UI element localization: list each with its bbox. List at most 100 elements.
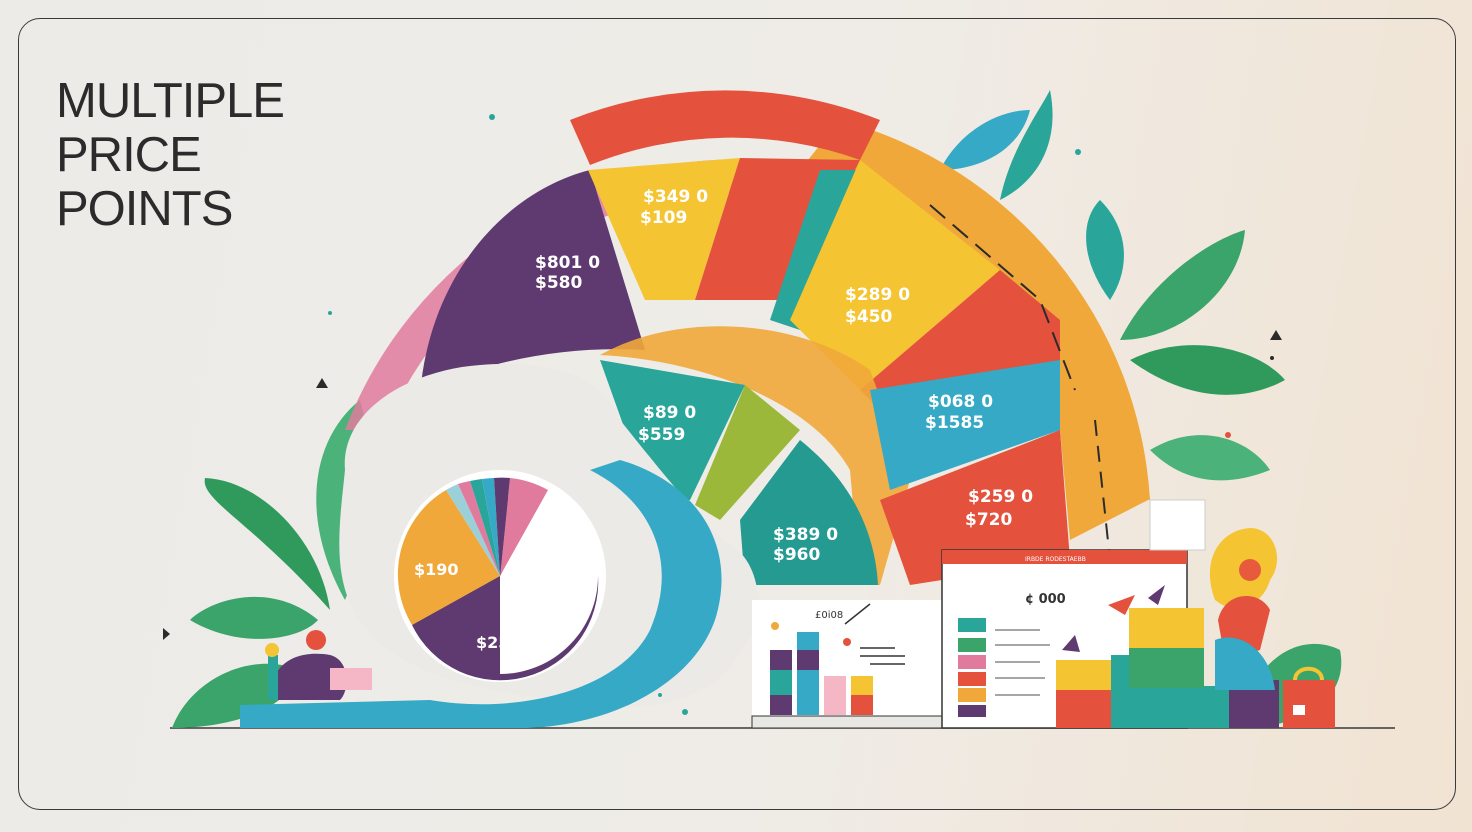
page-title: MULTIPLE PRICE POINTS [56,74,285,236]
triangle-icon [1270,330,1282,340]
bar-icon [824,676,846,715]
segment-teal-lower [740,440,878,585]
pie-label-left: $190 [414,560,459,579]
arc-label-6b: $960 [773,545,820,565]
figure-head [306,630,326,650]
screen-swatch [958,688,986,702]
confetti-dot [1075,149,1081,155]
arc-label-7a: $259 0 [968,487,1033,507]
bar-icon [851,695,873,715]
figure-arm [268,655,278,700]
triangle-icon [316,378,328,388]
block-icon [1111,655,1129,728]
bar-icon [797,632,819,715]
small-pie-chart [394,470,606,682]
triangle-icon [163,628,170,640]
leaf-icon [190,596,318,639]
screen-swatch [958,655,986,669]
screen-shape [1148,585,1165,605]
arc-band-red [570,90,880,165]
figure-legs [1215,637,1275,690]
inner-ring-orange [600,326,910,585]
segment-orange-edge [1060,320,1148,540]
pie-slice-orange [397,490,500,625]
screen-back-panel [1149,499,1206,551]
pie-label-right: $400 [537,565,582,584]
arc-label-4b: $559 [638,425,685,445]
block-icon [1056,690,1111,728]
screen-shape [1108,595,1135,615]
block-icon [1129,688,1204,728]
title-line-1: MULTIPLE [56,74,285,128]
figure-head [1239,559,1261,581]
arc-label-3b: $450 [845,307,892,327]
arc-label-1b: $580 [535,273,582,293]
bag-body [1283,680,1335,728]
screen-swatch [958,638,986,652]
block-icon [1204,686,1229,728]
segment-yellow [588,158,740,300]
block-shape [1062,635,1080,652]
frame-border [18,18,1456,810]
confetti-dot [771,622,779,630]
confetti-dot [843,638,851,646]
segment-olive [695,385,800,520]
rainbow-arc-chart [345,90,1150,585]
arc-label-1a: $801 0 [535,253,600,273]
blue-swirl [240,460,722,728]
arc-label-6a: $389 0 [773,525,838,545]
arc-label-2b: $109 [640,208,687,228]
leaf-icon [204,478,330,610]
bar-icon [770,670,792,695]
leaf-icon [1086,200,1124,300]
screen-header-text: IRBDE RODESTAEBB [1025,556,1086,563]
arc-label-2a: $349 0 [643,187,708,207]
bar-icon [797,650,819,670]
segment-teal-inner [600,360,745,500]
screen-header-bar [942,550,1187,564]
arc-label-3a: $289 0 [845,285,910,305]
pie-slice-lightblue [446,484,500,576]
confetti-dot [328,311,332,315]
block-icon [1129,608,1204,648]
screen-swatch [958,672,986,686]
block-icon [1056,660,1111,690]
arc-labels: $801 0 $580 $349 0 $109 $289 0 $450 $89 … [535,187,1033,565]
confetti-dot [658,693,662,697]
figure-body [270,653,347,700]
pie-slice-dark [494,477,510,576]
bar-chart-card-label: £0i08 [815,610,843,621]
arc-label-5a: $068 0 [928,392,993,412]
leaf-icon [1130,345,1285,395]
bag-handle [1293,666,1324,681]
confetti-dot [1270,356,1274,360]
leaf-icon [1000,90,1053,200]
screen-price: ¢ 000 [1025,592,1066,607]
segment-yellow-right [790,160,1000,390]
arc-label-7b: $720 [965,510,1012,530]
dashed-line [929,204,1076,391]
pie-slice-teal [470,479,500,576]
dashed-line [1094,419,1111,561]
confetti [163,114,1282,715]
arc-label-4a: $89 0 [643,403,696,423]
block-icon [1129,648,1204,688]
segment-red-lower [880,430,1070,585]
screen-swatch [958,705,986,717]
person-left-figure [265,630,372,700]
figure-laptop [330,668,372,690]
segment-purple [420,170,645,395]
leaf-icon [940,110,1030,170]
bag-tag [1293,705,1305,715]
title-line-2: PRICE [56,128,202,182]
pie-slice-pink-a [458,481,500,576]
leaf-icon [1120,230,1245,340]
pie-slice-purple-b [412,576,599,681]
confetti-dot [489,114,495,120]
leaf-icon [1150,435,1270,481]
card-tick [844,603,871,625]
pie-labels: $190 $400 $250 [414,560,582,652]
screen-swatch [958,618,986,632]
pie-label-bottom: $250 [476,633,521,652]
